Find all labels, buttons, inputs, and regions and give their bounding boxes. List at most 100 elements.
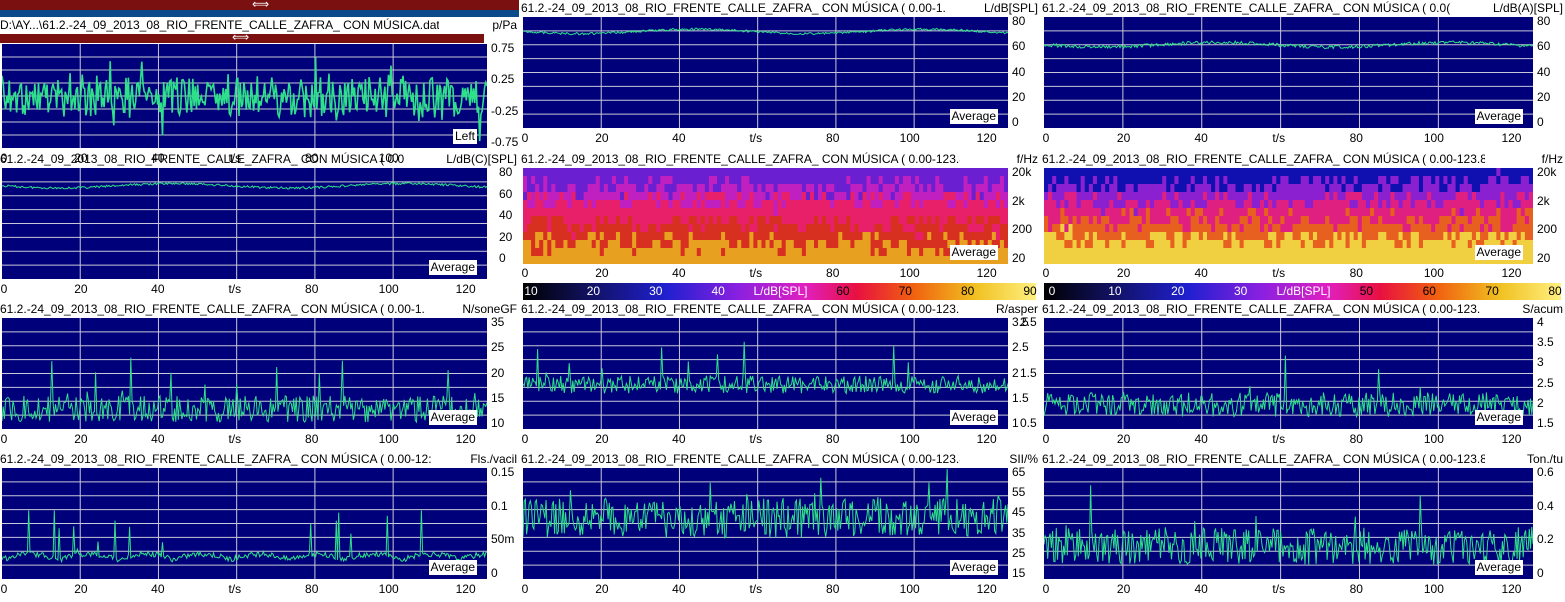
spectrogram-cell [906, 184, 912, 193]
spectrogram-cell [1235, 224, 1241, 233]
spectrogram-cell [632, 184, 637, 193]
spectrogram-cell [749, 216, 754, 225]
plot-area[interactable]: Average [2, 168, 487, 279]
panel-p3[interactable]: 61.2.-24_09_2013_08_RIO_FRENTE_CALLE_ZAF… [1042, 0, 1565, 151]
spectrogram-cell [535, 256, 540, 264]
x-tick-label: 80 [826, 432, 840, 446]
spectrogram-cell [1500, 200, 1505, 209]
panel-p1[interactable]: D:\AY...\61.2.-24_09_2013_08_RIO_FRENTE_… [0, 17, 519, 164]
y-tick-label: 10 [491, 416, 505, 430]
spectrogram-cell [1048, 184, 1053, 193]
spectrogram-cell [769, 200, 775, 209]
spectrogram-cell [1154, 200, 1159, 209]
spectrogram-cell [1101, 256, 1106, 264]
x-tick-label: 120 [455, 282, 476, 296]
spectrogram-cell [680, 256, 686, 264]
panel-p4[interactable]: 61.2.-24_09_2013_08_RIO_FRENTE_CALLE_ZAF… [0, 151, 519, 302]
panel-p10[interactable]: 61.2.-24_09_2013_08_RIO_FRENTE_CALLE_ZAF… [0, 451, 519, 602]
spectrogram-cell [1048, 200, 1053, 209]
plot-area[interactable]: Average [2, 318, 487, 429]
spectrogram-cell [935, 208, 940, 217]
spectrogram-cell [1431, 232, 1436, 241]
spectrogram-cell [1137, 224, 1143, 233]
spectrogram-cell [607, 240, 613, 249]
timeline-strip[interactable] [0, 10, 519, 17]
spectrogram-cell [773, 192, 779, 201]
panel-p7[interactable]: 61.2.-24_09_2013_08_RIO_FRENTE_CALLE_ZAF… [0, 301, 519, 452]
spectrogram-cell [1227, 200, 1232, 209]
spectrogram-cell [834, 200, 839, 209]
spectrogram-cell [1524, 240, 1530, 249]
spectrogram-cell [551, 256, 556, 264]
y-tick-label: 40 [1012, 64, 1026, 79]
panel-p9[interactable]: 61.2.-24_09_2013_08_RIO_FRENTE_CALLE_ZAF… [1020, 301, 1565, 452]
spectrogram-cell [1370, 232, 1375, 241]
plot-area[interactable]: Left [2, 44, 487, 148]
spectrogram-cell [1178, 176, 1184, 185]
spectrogram-cell [947, 184, 952, 193]
spectrogram-cell [587, 200, 593, 209]
spectrogram-cell [1463, 248, 1469, 257]
panel-p2[interactable]: 61.2.-24_09_2013_08_RIO_FRENTE_CALLE_ZAF… [521, 0, 1040, 151]
spectrogram-cell [1304, 248, 1310, 257]
plot-area[interactable]: Average [1044, 318, 1533, 429]
panel-p12[interactable]: 61.2.-24_09_2013_08_RIO_FRENTE_CALLE_ZAF… [1042, 451, 1565, 602]
spectrogram-cell [1512, 208, 1518, 217]
spectrogram-cell [858, 216, 863, 225]
spectrogram-cell [1137, 168, 1143, 177]
spectrogram-cell [1154, 248, 1159, 257]
spectrogram-cell [1223, 168, 1228, 177]
spectrogram-cell [620, 232, 625, 241]
spectrogram-cell [846, 240, 851, 249]
spectrogram-cell [830, 216, 835, 225]
drag-arrows-icon[interactable]: ⟺ [232, 30, 250, 44]
spectrogram-cell [688, 176, 694, 185]
spectrogram-cell [1129, 248, 1135, 257]
spectrogram-cell [761, 232, 766, 241]
plot-area[interactable]: Average [523, 17, 1008, 128]
panel-p6[interactable]: 61.2.-24_09_2013_08_RIO_FRENTE_CALLE_ZAF… [1042, 151, 1565, 302]
plot-area[interactable]: Average [523, 318, 1008, 429]
spectrogram-cell [636, 192, 641, 201]
spectrogram-cell [923, 240, 928, 249]
drag-arrows-icon[interactable]: ⟺ [252, 0, 270, 11]
spectrogram-cell [987, 256, 993, 264]
spectrogram-cell [1325, 248, 1330, 257]
spectrogram-cell [789, 232, 795, 241]
spectrogram-cell [870, 248, 876, 257]
spectrogram-cell [1496, 216, 1501, 225]
panel-p8[interactable]: 61.2.-24_09_2013_08_RIO_FRENTE_CALLE_ZAF… [521, 301, 1040, 452]
spectrogram-cell [640, 192, 645, 201]
plot-area[interactable]: Average [523, 468, 1008, 579]
spectrogram-cell [628, 232, 633, 241]
spectrogram-cell [1170, 232, 1175, 241]
selection-bar[interactable]: ⟺ [0, 30, 484, 44]
spectrogram-cell [979, 256, 985, 264]
spectrogram-cell [793, 192, 799, 201]
spectrogram-cell [1504, 192, 1510, 201]
plot-area[interactable]: Average [2, 468, 487, 579]
plot-area[interactable]: Average [1044, 17, 1533, 128]
spectrogram-cell [1003, 208, 1008, 217]
panel-p5[interactable]: 61.2.-24_09_2013_08_RIO_FRENTE_CALLE_ZAF… [499, 151, 1040, 302]
spectrogram[interactable]: Average [1044, 168, 1533, 264]
spectrogram[interactable]: Average [523, 168, 1008, 264]
spectrogram-cell [1365, 200, 1371, 209]
spectrogram-cell [749, 208, 754, 217]
spectrogram-cell [1068, 168, 1074, 177]
panel-p11[interactable]: 61.2.-24_09_2013_08_RIO_FRENTE_CALLE_ZAF… [521, 451, 1040, 602]
spectrogram-cell [753, 192, 758, 201]
spectrogram-cell [628, 240, 633, 249]
plot-area[interactable]: Average [1044, 468, 1533, 579]
window-scroll-bar[interactable]: ⟺ [0, 0, 519, 11]
spectrogram-cell [999, 184, 1005, 193]
spectrogram-cell [915, 168, 920, 177]
spectrogram-cell [761, 192, 766, 201]
spectrogram-cell [1459, 184, 1465, 193]
spectrogram-cell [737, 216, 742, 225]
plot-svg [1044, 468, 1533, 579]
spectrogram-cell [1484, 192, 1489, 201]
spectrogram-cell [769, 232, 775, 241]
spectrogram-cell [1117, 176, 1122, 185]
spectrogram-cell [733, 200, 738, 209]
